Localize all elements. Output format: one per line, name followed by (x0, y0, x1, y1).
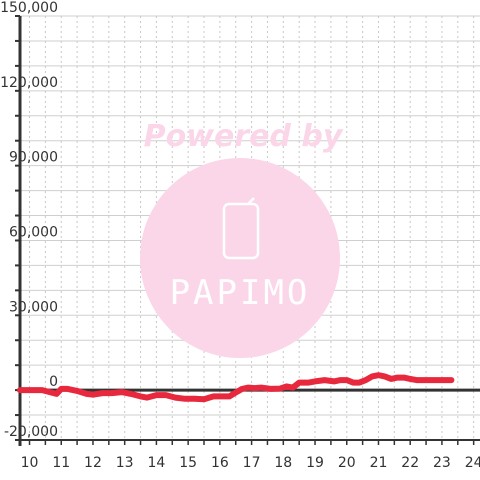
x-tick-label: 21 (370, 455, 388, 471)
y-tick-label: 30,000 (9, 299, 58, 315)
y-tick-label: 150,000 (0, 0, 58, 16)
watermark-brand: PAPIMO (170, 273, 311, 313)
x-tick-label: 10 (21, 455, 39, 471)
y-tick-label: 120,000 (0, 75, 58, 91)
y-tick-label: 0 (49, 374, 58, 390)
x-tick-label: 19 (306, 455, 324, 471)
y-tick-label: 60,000 (9, 224, 58, 240)
x-tick-label: 12 (84, 455, 102, 471)
x-tick-label: 16 (211, 455, 229, 471)
x-tick-label: 15 (179, 455, 197, 471)
x-tick-label: 18 (274, 455, 292, 471)
series-layer (17, 372, 455, 403)
series-line (17, 372, 455, 403)
watermark-heading: Powered by (144, 119, 344, 154)
x-tick-label: 23 (433, 455, 451, 471)
x-tick-label: 11 (52, 455, 70, 471)
y-tick-label: -20,000 (4, 424, 58, 440)
phone-icon (222, 197, 260, 260)
x-tick-label: 20 (338, 455, 356, 471)
watermark: Powered by PAPIMO (140, 119, 344, 358)
x-tick-label: 22 (401, 455, 419, 471)
x-tick-label: 17 (243, 455, 261, 471)
y-tick-label: 90,000 (9, 150, 58, 166)
x-tick-label: 24 (465, 455, 480, 471)
x-tick-label: 14 (147, 455, 165, 471)
x-tick-label: 13 (116, 455, 134, 471)
